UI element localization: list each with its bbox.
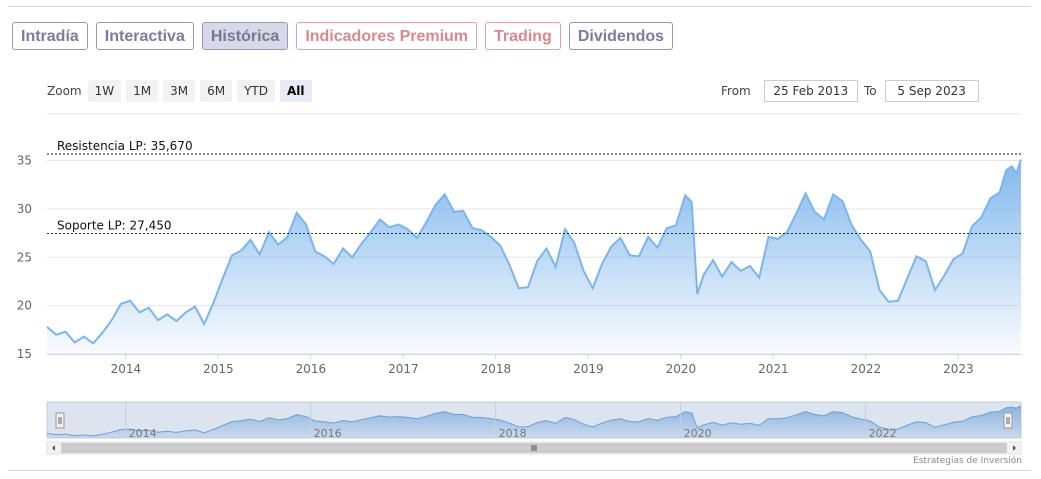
x-tick-label: 2018 (481, 362, 512, 376)
range-to: To 5 Sep 2023 (864, 80, 979, 102)
price-line (46, 159, 1022, 345)
reference-line-label: Soporte LP: 27,450 (57, 219, 172, 233)
x-tick-label: 2019 (573, 362, 604, 376)
navigator-tick-label: 2018 (499, 427, 527, 440)
zoom-button-1m[interactable]: 1M (126, 80, 159, 102)
navigator-handle-right[interactable] (1003, 412, 1013, 429)
navigator-tick-label: 2014 (129, 427, 157, 440)
plot-area (46, 159, 1022, 354)
reference-line-label: Resistencia LP: 35,670 (57, 139, 193, 153)
credit-text: Estrategias de Inversión (913, 456, 1022, 466)
x-tick-label: 2014 (111, 362, 142, 376)
top-divider (8, 6, 1031, 7)
navigator-line (46, 405, 1022, 437)
from-date-input[interactable]: 25 Feb 2013 (763, 80, 858, 102)
x-tick-label: 2016 (296, 362, 327, 376)
x-tick-label: 2021 (758, 362, 789, 376)
x-tick-label: 2017 (388, 362, 419, 376)
navigator-tick-label: 2022 (869, 427, 897, 440)
y-tick-label: 30 (17, 202, 32, 216)
zoom-button-all[interactable]: All (280, 80, 312, 102)
price-area (47, 159, 1021, 354)
zoom-button-3m[interactable]: 3M (163, 80, 196, 102)
navigator-area (47, 406, 1021, 438)
zoom-selector: Zoom 1W 1M 3M 6M YTD All (47, 80, 317, 102)
x-tick-label: 2015 (203, 362, 234, 376)
tab-dividendos[interactable]: Dividendos (568, 22, 674, 50)
to-label: To (864, 84, 877, 98)
range-from: From 25 Feb 2013 (721, 80, 858, 102)
tab-interactiva[interactable]: Interactiva (95, 22, 194, 50)
axes: 15 20 25 30 35 2014 2015 2016 2017 2018 2019 2020 20… (17, 154, 1021, 376)
zoom-buttons: 1W 1M 3M 6M YTD All (87, 80, 317, 102)
navigator-tick-label: 2016 (314, 427, 342, 440)
scroll-right-arrow-icon[interactable] (1013, 445, 1016, 451)
tab-bar: Intradía Interactiva Histórica Indicadores … (12, 22, 674, 50)
tab-intrad-a[interactable]: Intradía (12, 22, 88, 50)
zoom-button-6m[interactable]: 6M (200, 80, 233, 102)
y-tick-label: 25 (17, 250, 32, 264)
scroll-left-arrow-icon[interactable] (52, 445, 55, 451)
to-date-input[interactable]: 5 Sep 2023 (884, 80, 979, 102)
tab-trading[interactable]: Trading (485, 22, 561, 50)
from-label: From (721, 84, 751, 98)
tab-hist-rica[interactable]: Histórica (201, 22, 289, 50)
zoom-button-ytd[interactable]: YTD (237, 80, 275, 102)
navigator-handle-left[interactable] (55, 412, 65, 429)
y-tick-label: 15 (17, 347, 32, 361)
reference-lines: Resistencia LP: 35,670 Soporte LP: 27,450 (47, 139, 1021, 235)
zoom-label: Zoom (47, 84, 82, 98)
y-tick-label: 35 (17, 154, 32, 168)
zoom-button-1w[interactable]: 1W (87, 80, 122, 102)
x-tick-label: 2023 (943, 362, 974, 376)
tab-indicadores-premium[interactable]: Indicadores Premium (296, 22, 478, 50)
x-tick-label: 2022 (851, 362, 882, 376)
x-tick-label: 2020 (666, 362, 697, 376)
bottom-divider (8, 470, 1031, 471)
navigator-tick-label: 2020 (684, 427, 712, 440)
navigator[interactable]: 2014 2016 2018 2020 2022 (46, 401, 1022, 455)
y-tick-label: 20 (17, 299, 32, 313)
